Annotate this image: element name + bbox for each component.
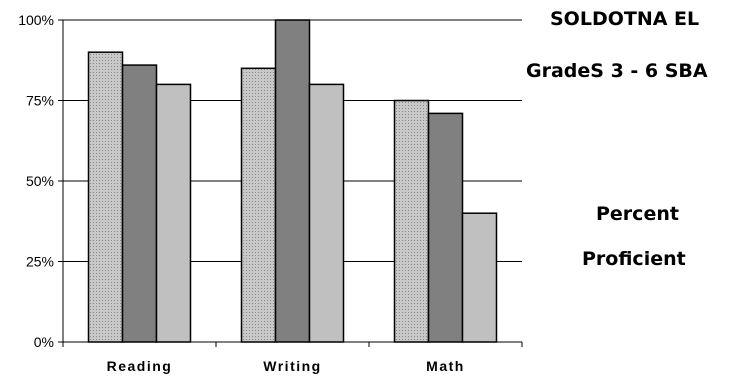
bar (240, 67, 277, 343)
bar (274, 19, 311, 343)
x-category-label: Writing (263, 358, 321, 374)
chart-subtitle: GradeS 3 - 6 SBA (526, 60, 708, 82)
x-category-labels: Reading Writing Math (107, 358, 465, 374)
y-axis-label-line1: Percent (596, 203, 679, 225)
bar (155, 83, 192, 343)
chart-title: SOLDOTNA EL (550, 8, 700, 30)
bar (308, 83, 345, 343)
x-category-label: Reading (107, 358, 173, 374)
y-tick-label: 0% (34, 334, 54, 350)
y-tick-label: 25% (26, 254, 54, 270)
x-category-label: Math (426, 358, 465, 374)
y-tick-label: 75% (26, 93, 54, 109)
y-tick-label: 100% (18, 12, 54, 28)
bar (121, 64, 158, 343)
bar (461, 212, 498, 343)
bars (87, 19, 498, 343)
bar (87, 51, 124, 343)
bar (427, 112, 464, 343)
axes (58, 19, 523, 347)
bar (393, 99, 430, 343)
y-tick-labels: 0% 25% 50% 75% 100% (18, 12, 54, 350)
y-axis-label-line2: Proficient (582, 248, 686, 270)
y-tick-label: 50% (26, 173, 54, 189)
